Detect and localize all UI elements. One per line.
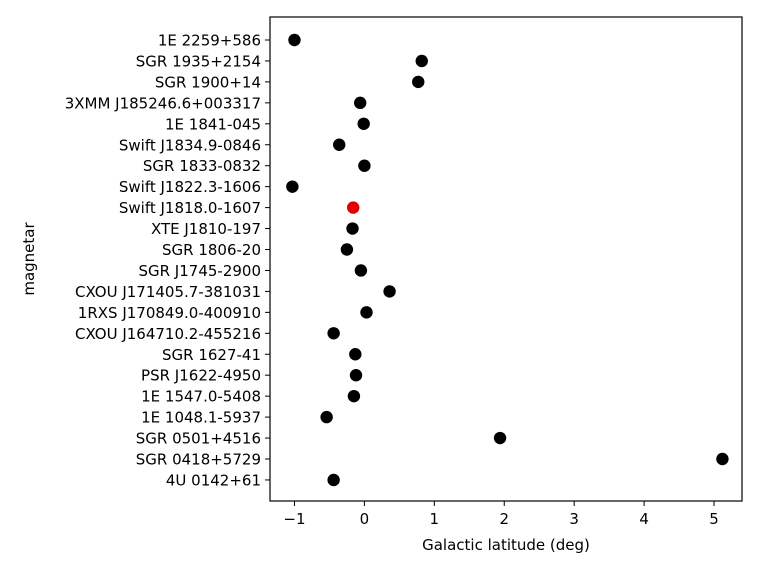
data-point [288,33,301,47]
x-tick-label: 1 [430,510,440,528]
data-point [360,306,373,319]
y-tick-label: Swift J1834.9-0846 [119,136,261,154]
x-tick-label: 5 [709,510,719,528]
y-tick-label: 1RXS J170849.0-400910 [78,304,261,322]
y-tick-label: Swift J1818.0-1607 [119,199,261,217]
y-axis: 1E 2259+586 SGR 1935+2154 SGR 1900+14 3XMM … [65,32,270,489]
data-point [357,117,370,130]
data-point [320,410,333,424]
data-point [349,348,362,361]
y-tick-label: SGR 0418+5729 [136,451,261,469]
data-point [383,285,396,298]
y-tick-label: SGR 1627-41 [162,346,261,364]
data-point [327,473,340,487]
data-point [358,159,371,172]
y-axis-label: magnetar [20,222,38,296]
data-point [354,96,367,110]
y-tick-label: SGR 1900+14 [155,73,261,91]
y-tick-label: CXOU J171405.7-381031 [75,283,261,301]
x-tick-label: 4 [639,510,649,528]
data-point [354,264,368,277]
y-tick-label: SGR 1806-20 [162,241,261,259]
data-point [349,369,363,382]
y-tick-label: 3XMM J185246.6+003317 [65,94,261,112]
y-tick-label: CXOU J164710.2-455216 [75,325,261,343]
y-tick-label: 4U 0142+61 [166,471,261,489]
data-points [286,33,729,487]
y-tick-label: SGR 1833-0832 [143,157,261,175]
data-point [286,180,299,193]
y-tick-label: SGR J1745-2900 [138,262,261,280]
data-point [412,75,425,89]
x-tick-label: 2 [499,510,509,528]
x-tick-label: 3 [569,510,579,528]
y-tick-label: XTE J1810-197 [151,220,261,238]
y-tick-label: 1E 1547.0-5408 [141,388,261,406]
x-axis-label: Galactic latitude (deg) [422,536,590,554]
data-point [346,222,359,235]
y-tick-label: 1E 2259+586 [158,32,261,50]
data-point-highlighted [347,201,360,214]
y-tick-label: Swift J1822.3-1606 [119,178,261,196]
x-axis: −1 0 1 2 3 4 5 [283,501,719,528]
data-point [333,138,346,151]
data-point [415,54,428,68]
data-point [340,243,354,256]
data-point [716,452,729,466]
y-tick-label: 1E 1841-045 [165,115,261,133]
data-point [347,389,361,403]
plot-frame [269,16,743,502]
x-tick-label: −1 [283,510,305,528]
data-point [493,431,507,445]
y-tick-label: SGR 1935+2154 [136,52,261,70]
y-tick-label: PSR J1622-4950 [141,367,261,385]
data-point [327,327,340,340]
y-tick-label: 1E 1048.1-5937 [141,409,261,427]
y-tick-label: SGR 0501+4516 [136,430,261,448]
x-tick-label: 0 [360,510,370,528]
